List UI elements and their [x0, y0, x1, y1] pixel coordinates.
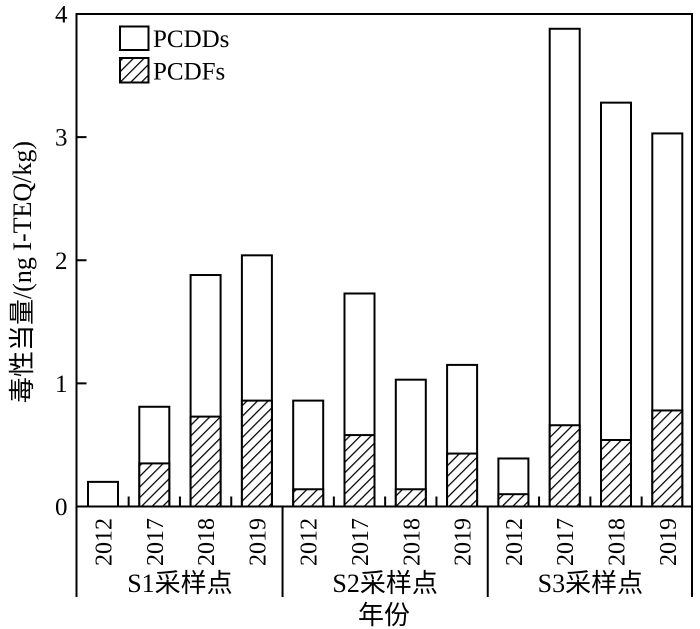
year-label: 2017	[143, 518, 169, 566]
y-tick-label-0: 0	[55, 494, 68, 521]
bar-pcdfs-10	[600, 439, 632, 508]
legend-label-pcdds: PCDDs	[153, 26, 229, 53]
bar-pcdfs-3	[240, 399, 273, 508]
year-label: 2019	[245, 518, 271, 566]
x-axis-title: 年份	[358, 601, 410, 629]
bar-pcdfs-8	[497, 493, 530, 508]
legend: PCDDs PCDFs	[119, 25, 229, 86]
year-label: 2019	[451, 518, 477, 566]
legend-swatch-pcdfs	[119, 57, 150, 84]
year-label: 2019	[656, 518, 682, 566]
year-label: 2018	[605, 518, 631, 566]
year-label: 2012	[502, 518, 528, 566]
bar-pcdfs-9	[548, 424, 581, 508]
y-tick-label-1: 1	[55, 371, 68, 398]
bar-pcdfs-11	[651, 409, 684, 508]
bar-pcdds-6	[394, 378, 427, 508]
year-label: 2012	[297, 518, 323, 566]
y-axis-title: 毒性当量/(ng I-TEQ/kg)	[8, 141, 37, 403]
y-tick-label-3: 3	[55, 125, 68, 152]
legend-swatch-pcdds	[119, 25, 150, 51]
bar-pcdfs-1	[138, 462, 171, 508]
group-label-2: S2采样点	[332, 569, 437, 598]
bar-pcdfs-6	[394, 488, 427, 508]
y-tick-label-4: 4	[55, 2, 68, 29]
year-label: 2017	[553, 518, 579, 566]
y-tick-label-2: 2	[55, 248, 68, 275]
group-label-3: S3采样点	[538, 569, 643, 598]
bar-pcdds-0	[87, 480, 119, 508]
legend-label-pcdfs: PCDFs	[153, 59, 225, 86]
plot-area: 0 1 2 3 4 2012 2017 2018 2019 2012 2017 2018 2019 201…	[55, 2, 693, 598]
year-label: 2012	[92, 518, 118, 566]
bar-pcdfs-5	[343, 434, 376, 508]
bar-pcdfs-4	[292, 488, 325, 508]
year-label: 2018	[399, 518, 425, 566]
year-label: 2017	[348, 518, 374, 566]
year-label: 2018	[194, 518, 220, 566]
bar-pcdfs-7	[446, 452, 479, 508]
bar-pcdfs-2	[189, 415, 222, 508]
group-label-1: S1采样点	[127, 569, 232, 598]
